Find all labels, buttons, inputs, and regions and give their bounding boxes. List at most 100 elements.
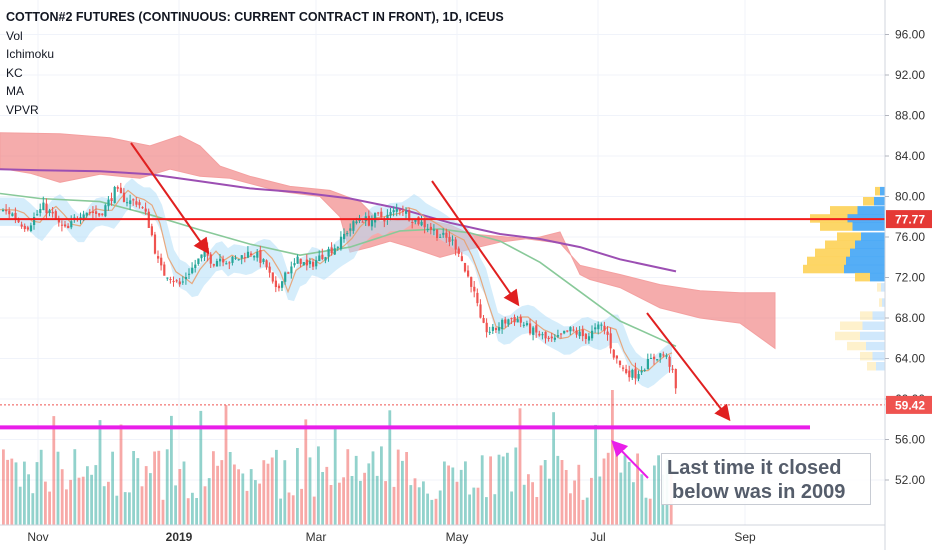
candle-body	[346, 233, 349, 235]
x-tick-label: Sep	[734, 530, 756, 544]
volume-bar	[241, 473, 245, 525]
candle-body	[439, 236, 442, 238]
candle-body	[665, 355, 668, 357]
candle-body	[578, 331, 581, 337]
candle-body	[426, 228, 429, 230]
x-tick-label: Jul	[590, 530, 605, 544]
volume-bar	[543, 460, 547, 525]
vpvr-down-row	[867, 362, 876, 371]
candle-body	[662, 354, 665, 356]
candle-body	[277, 285, 281, 289]
candle-body	[343, 233, 346, 240]
candle-body	[628, 370, 631, 378]
indicator-kc[interactable]: KC	[6, 65, 23, 80]
candle-body	[457, 248, 460, 254]
volume-bar	[653, 465, 656, 525]
volume-bar	[254, 480, 257, 525]
volume-bar	[375, 475, 379, 525]
y-tick-label: 84.00	[895, 149, 925, 163]
volume-bar	[510, 491, 513, 525]
candle-body	[246, 251, 250, 258]
candle-body	[392, 210, 395, 213]
candle-body	[485, 322, 488, 333]
vpvr-down-row	[840, 321, 863, 330]
candle-body	[401, 210, 405, 212]
candle-body	[538, 333, 541, 336]
candle-body	[42, 202, 45, 211]
price-tag-label: 77.77	[895, 213, 925, 227]
vpvr-down-row	[835, 331, 860, 341]
candle-body	[597, 324, 600, 330]
horizontal-lines[interactable]	[0, 218, 885, 430]
indicator-vpvr[interactable]: VPVR	[6, 102, 39, 117]
vpvr-up-row	[844, 264, 885, 274]
vpvr-down-row	[847, 341, 866, 351]
candle-body	[20, 224, 23, 227]
volume-bar	[342, 477, 345, 525]
ma-slow-line	[0, 168, 677, 273]
indicator-ma[interactable]: MA	[6, 84, 24, 98]
volume-bar	[640, 474, 644, 525]
candle-body	[234, 257, 237, 259]
vpvr-up-row	[860, 331, 885, 341]
candle-body	[79, 217, 82, 219]
candle-body	[445, 232, 448, 238]
candle-body	[228, 262, 231, 264]
vpvr-up-row	[852, 222, 885, 231]
volume-bar	[270, 457, 274, 525]
candle-body	[507, 319, 510, 325]
candle-body	[188, 273, 191, 275]
volume-bar	[203, 486, 207, 525]
candle-body	[191, 267, 194, 274]
volume-bar	[312, 496, 316, 525]
indicator-ichimoku[interactable]: Ichimoku	[6, 47, 55, 61]
candle-body	[339, 236, 343, 250]
volume-bar	[69, 479, 72, 525]
volume-bar	[623, 455, 627, 525]
indicator-vol[interactable]: Vol	[6, 28, 23, 43]
candle-body	[516, 319, 519, 323]
volume-bar	[153, 451, 156, 525]
candle-body	[671, 368, 674, 370]
chart-title: COTTON#2 FUTURES (CONTINUOUS: CURRENT CO…	[6, 10, 504, 24]
candle-body	[408, 210, 411, 221]
candle-body	[560, 333, 563, 335]
candle-body	[606, 331, 609, 335]
candle-body	[144, 208, 147, 212]
candle-body	[333, 248, 336, 255]
candle-body	[488, 331, 491, 333]
candle-body	[463, 263, 467, 272]
vpvr-down-row	[855, 272, 870, 282]
candle-body	[522, 324, 525, 326]
candle-body	[157, 256, 160, 259]
y-tick-label: 80.00	[895, 190, 925, 204]
candle-body	[612, 349, 615, 358]
candle-body	[290, 266, 293, 274]
volume-bars	[2, 390, 673, 525]
candle-body	[116, 187, 119, 189]
annotation-note[interactable]: Last time it closed below was in 2009	[661, 453, 871, 505]
candle-body	[625, 369, 628, 373]
candle-body	[281, 281, 284, 288]
volume-bar	[527, 474, 530, 525]
volume-bar	[447, 465, 450, 525]
candle-body	[609, 333, 612, 349]
candle-body	[442, 232, 445, 235]
volume-bar	[245, 490, 249, 525]
volume-bar	[417, 487, 421, 525]
candle-body	[48, 210, 51, 213]
candle-body	[631, 369, 634, 378]
candle-body	[519, 317, 522, 323]
volume-bar	[23, 461, 26, 525]
candle-body	[209, 254, 212, 264]
candle-body	[225, 263, 228, 265]
volume-bar	[195, 498, 198, 525]
candle-body	[553, 337, 556, 340]
candle-body	[432, 229, 436, 231]
candle-body	[556, 335, 560, 337]
candle-body	[70, 221, 73, 228]
candle-body	[587, 336, 591, 341]
x-tick-label: May	[446, 530, 469, 544]
cloud-area	[0, 132, 776, 350]
